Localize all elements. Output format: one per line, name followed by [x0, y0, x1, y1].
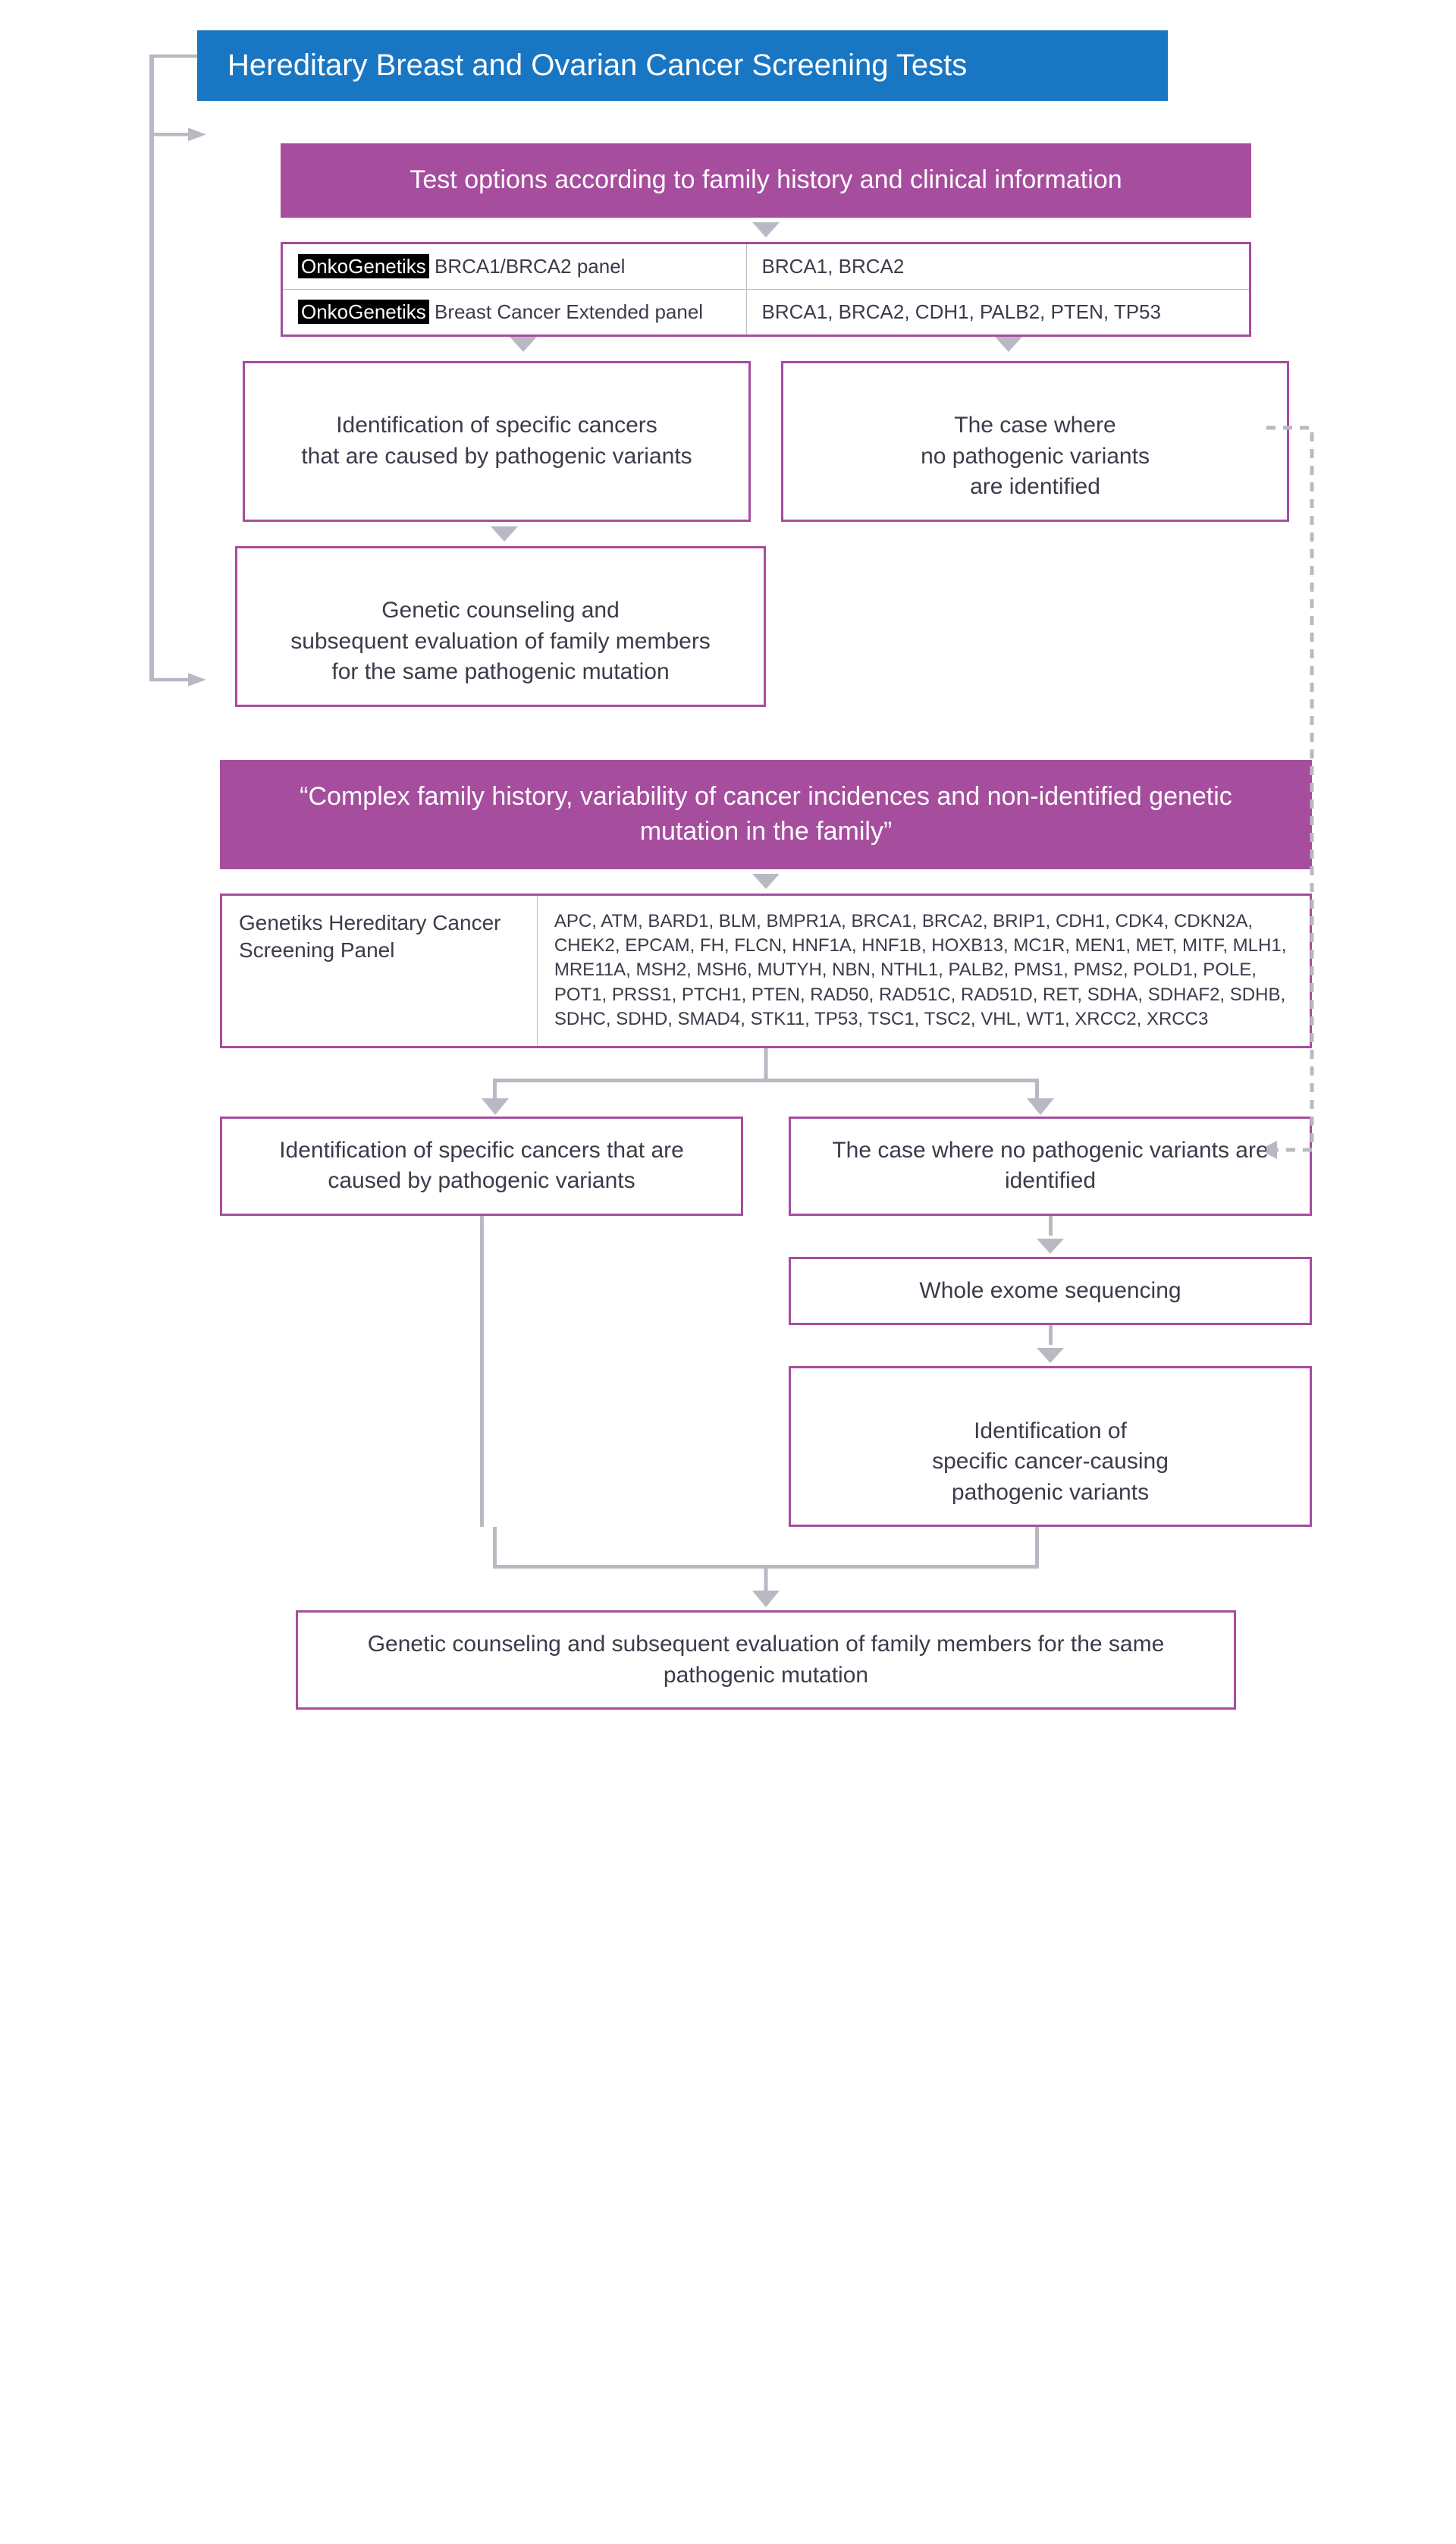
panel-genes: BRCA1, BRCA2, CDH1, PALB2, PTEN, TP53	[747, 289, 1249, 334]
panel-genes: BRCA1, BRCA2	[747, 244, 1249, 289]
table-row: OnkoGenetiks BRCA1/BRCA2 panel BRCA1, BR…	[283, 244, 1249, 289]
section2-outcomes: Identification of specific cancers that …	[220, 1117, 1312, 1528]
split-connector	[220, 1048, 1312, 1117]
flowchart-container: Hereditary Breast and Ovarian Cancer Scr…	[121, 30, 1335, 1710]
hereditary-panel-name: Genetiks Hereditary Cancer Screening Pan…	[222, 896, 538, 1046]
identification-box: Identification of specific cancer-causin…	[789, 1366, 1312, 1527]
section1-header: Test options according to family history…	[281, 143, 1251, 218]
section2-header-text: “Complex family history, variability of …	[300, 782, 1232, 846]
wes-box: Whole exome sequencing	[789, 1257, 1312, 1326]
counseling-text-2: Genetic counseling and subsequent evalua…	[368, 1632, 1165, 1688]
title-box: Hereditary Breast and Ovarian Cancer Scr…	[197, 30, 1168, 101]
panel-table: OnkoGenetiks BRCA1/BRCA2 panel BRCA1, BR…	[281, 242, 1251, 337]
counseling-box-2: Genetic counseling and subsequent evalua…	[296, 1610, 1236, 1710]
arrow-down-icon	[789, 1236, 1312, 1257]
merge-connector	[220, 1527, 1312, 1610]
hereditary-panel-genes: APC, ATM, BARD1, BLM, BMPR1A, BRCA1, BRC…	[538, 896, 1310, 1046]
panel-name: BRCA1/BRCA2 panel	[429, 255, 626, 278]
hereditary-panel: Genetiks Hereditary Cancer Screening Pan…	[220, 894, 1312, 1048]
brand-label: OnkoGenetiks	[298, 254, 429, 278]
arrow-down-icon	[789, 1345, 1312, 1366]
outcome-negative-text: The case where no pathogenic variants ar…	[921, 413, 1150, 499]
counseling-box-1: Genetic counseling and subsequent evalua…	[235, 546, 766, 707]
identification-text: Identification of specific cancer-causin…	[932, 1418, 1169, 1505]
section1-header-text: Test options according to family history…	[410, 165, 1122, 194]
section1-outcomes: Identification of specific cancers that …	[243, 361, 1289, 522]
table-row: OnkoGenetiks Breast Cancer Extended pane…	[283, 289, 1249, 334]
outcome-negative: The case where no pathogenic variants ar…	[781, 361, 1289, 522]
outcome-positive-text: Identification of specific cancers that …	[301, 413, 692, 469]
wes-text: Whole exome sequencing	[919, 1278, 1181, 1303]
outcome-positive-2: Identification of specific cancers that …	[220, 1117, 743, 1216]
outcome-negative-2: The case where no pathogenic variants ar…	[789, 1117, 1312, 1216]
brand-label: OnkoGenetiks	[298, 300, 429, 324]
section2-header: “Complex family history, variability of …	[220, 760, 1312, 869]
outcome-negative-2-text: The case where no pathogenic variants ar…	[832, 1138, 1268, 1194]
arrow-down-icon	[243, 522, 766, 546]
split-arrows	[281, 337, 1251, 361]
outcome-positive: Identification of specific cancers that …	[243, 361, 751, 522]
title-text: Hereditary Breast and Ovarian Cancer Scr…	[228, 49, 967, 82]
arrow-down-icon	[197, 869, 1335, 894]
arrow-down-icon	[197, 218, 1335, 242]
counseling-text-1: Genetic counseling and subsequent evalua…	[290, 598, 711, 684]
outcome-positive-2-text: Identification of specific cancers that …	[279, 1138, 684, 1194]
panel-name: Breast Cancer Extended panel	[429, 300, 703, 323]
